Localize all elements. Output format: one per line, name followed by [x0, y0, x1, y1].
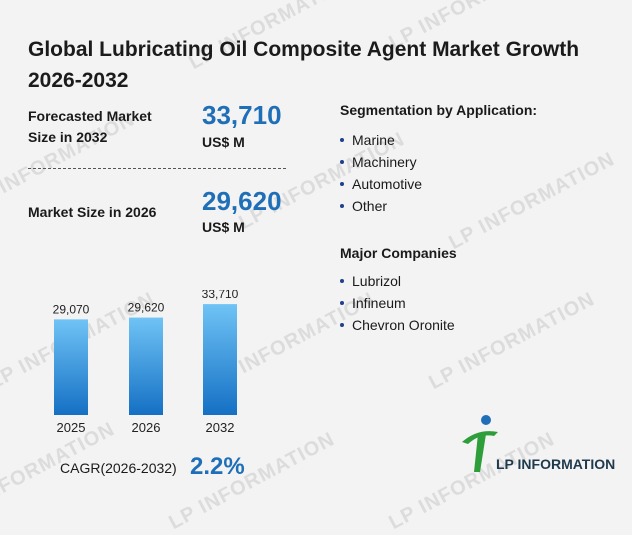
- forecast-label: Forecasted Market Size in 2032: [28, 108, 152, 145]
- bar-value-label: 33,710: [202, 290, 239, 301]
- current-label: Market Size in 2026: [28, 204, 157, 220]
- cagr-label: CAGR(2026-2032): [60, 460, 177, 476]
- bar-value-label: 29,070: [53, 302, 90, 316]
- companies-list: Lubrizol Infineum Chevron Oronite: [338, 270, 455, 336]
- page-title: Global Lubricating Oil Composite Agent M…: [28, 38, 580, 92]
- divider: [28, 168, 286, 169]
- current-value: 29,620: [202, 186, 282, 216]
- watermark-text: LP INFORMATION: [165, 428, 339, 535]
- segmentation-item-machinery: Machinery: [338, 151, 422, 173]
- bar-2025: [54, 319, 88, 415]
- lp-information-logo-icon: [462, 415, 498, 472]
- bar-2026: [129, 317, 163, 415]
- x-tick-label: 2025: [57, 420, 86, 435]
- cagr-value: 2.2%: [190, 453, 245, 480]
- forecast-unit: US$ M: [202, 134, 245, 150]
- forecast-value: 33,710: [202, 100, 282, 130]
- logo-text: LP INFORMATION: [496, 456, 616, 472]
- segmentation-item-automotive: Automotive: [338, 173, 422, 195]
- x-tick-label: 2026: [132, 420, 161, 435]
- company-item-chevron-oronite: Chevron Oronite: [338, 314, 455, 336]
- segmentation-item-marine: Marine: [338, 129, 422, 151]
- companies-title: Major Companies: [340, 245, 457, 261]
- segmentation-item-other: Other: [338, 195, 422, 217]
- x-tick-label: 2032: [206, 420, 235, 435]
- segmentation-title: Segmentation by Application:: [340, 102, 538, 118]
- watermark-text: LP INFORMATION: [445, 148, 619, 255]
- segmentation-list: Marine Machinery Automotive Other: [338, 129, 422, 217]
- bar-value-label: 29,620: [128, 301, 165, 315]
- company-item-lubrizol: Lubrizol: [338, 270, 455, 292]
- bar-2032: [203, 304, 237, 415]
- market-size-bar-chart: 29,070 2025 29,620 2026 33,710 2032: [53, 290, 239, 435]
- company-item-infineum: Infineum: [338, 292, 455, 314]
- current-unit: US$ M: [202, 219, 245, 235]
